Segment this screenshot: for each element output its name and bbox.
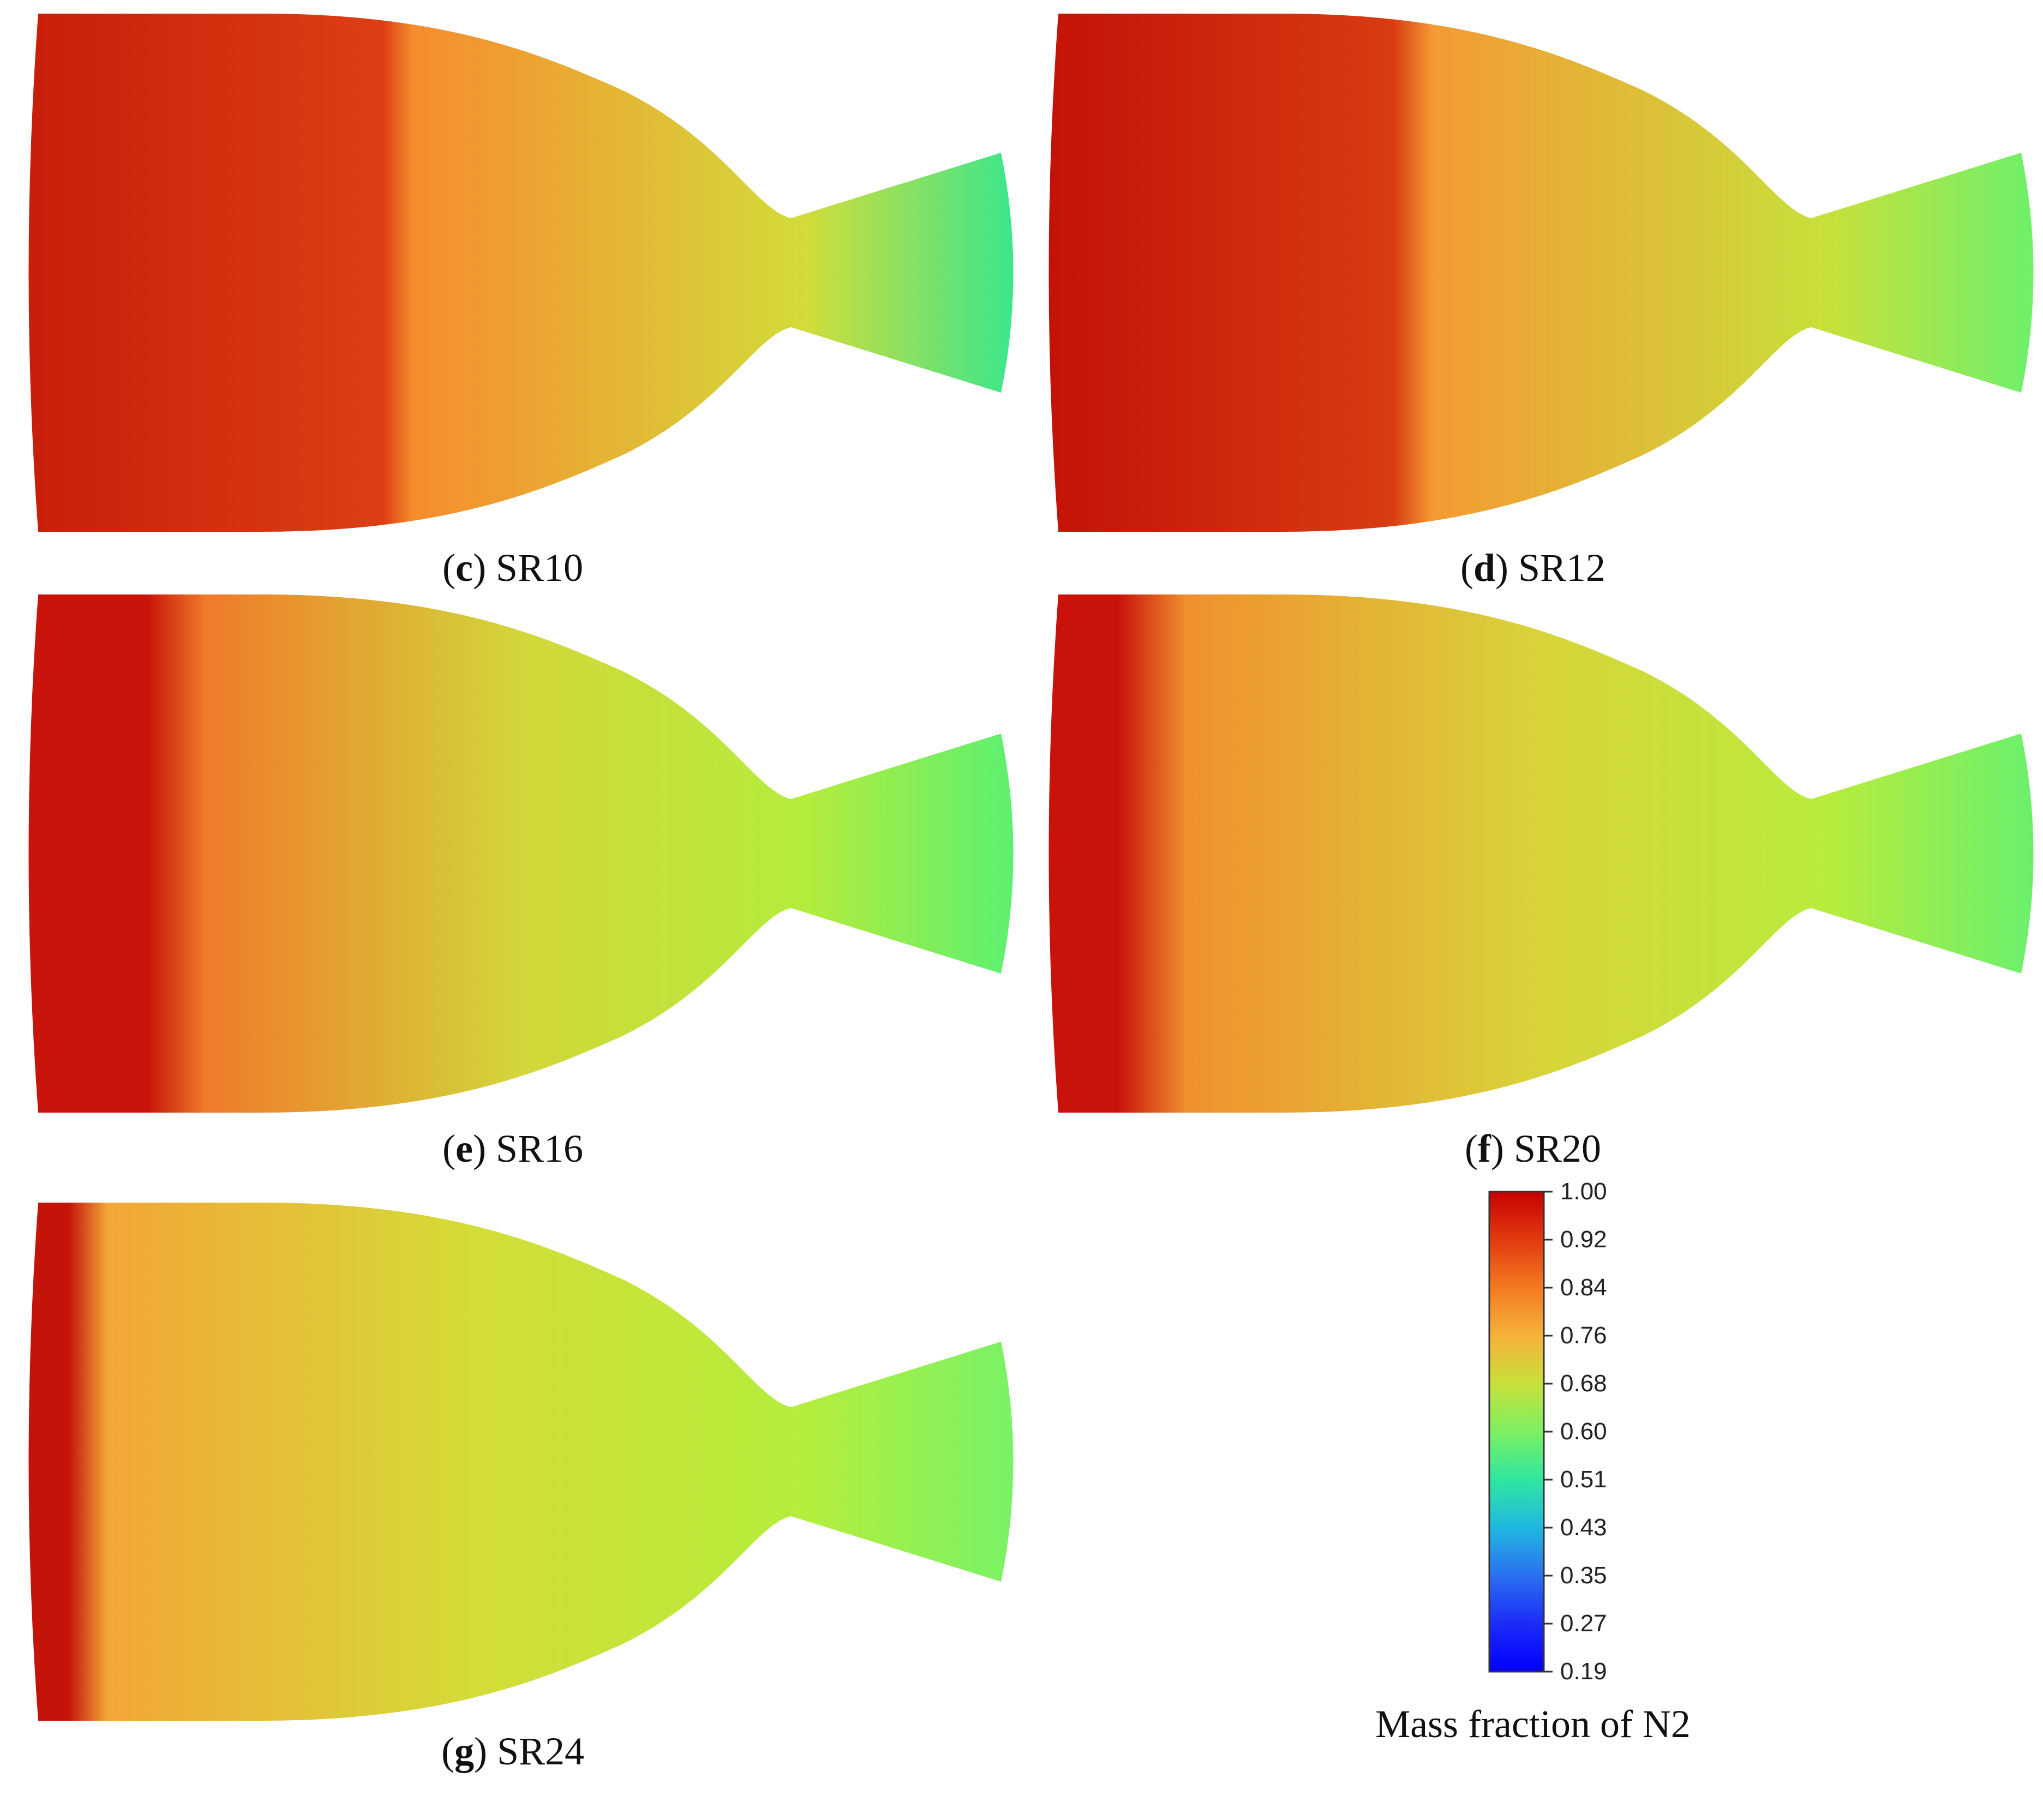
caption-letter-f: f xyxy=(1477,1127,1491,1170)
caption-label-c: SR10 xyxy=(495,546,584,590)
nozzle-panel-c xyxy=(28,14,1014,532)
nozzle-panel-g xyxy=(28,1203,1014,1721)
caption-g: (g) SR24 xyxy=(441,1729,585,1773)
colorbar-tick-label: 0.84 xyxy=(1560,1274,1607,1301)
nozzle-shape-d xyxy=(1049,14,2034,532)
colorbar-tick-label: 0.60 xyxy=(1560,1418,1607,1445)
nozzle-shape-g xyxy=(28,1203,1014,1721)
colorbar-tick-label: 0.76 xyxy=(1560,1322,1607,1349)
caption-label-g: SR24 xyxy=(496,1729,585,1773)
caption-letter-d: d xyxy=(1473,546,1495,590)
caption-letter-g: g xyxy=(454,1729,474,1773)
colorbar-tick-label: 0.43 xyxy=(1560,1514,1607,1541)
caption-f: (f) SR20 xyxy=(1464,1127,1602,1170)
colorbar-title: Mass fraction of N2 xyxy=(1375,1702,1691,1746)
nozzle-panel-f xyxy=(1049,594,2034,1113)
caption-d: (d) SR12 xyxy=(1460,546,1606,590)
colorbar-tick-label: 0.27 xyxy=(1560,1610,1607,1637)
caption-label-f: SR20 xyxy=(1513,1127,1602,1170)
nozzle-panel-e xyxy=(28,594,1014,1113)
nozzle-shape-f xyxy=(1049,594,2034,1113)
colorbar-tick-label: 0.92 xyxy=(1560,1226,1607,1253)
caption-label-d: SR12 xyxy=(1518,546,1606,590)
colorbar-tick-label: 1.00 xyxy=(1560,1178,1607,1205)
caption-letter-e: e xyxy=(455,1127,473,1170)
colorbar-tick-label: 0.35 xyxy=(1560,1562,1607,1589)
nozzle-panel-d xyxy=(1049,14,2034,532)
colorbar-gradient xyxy=(1488,1191,1545,1673)
caption-letter-c: c xyxy=(455,546,473,590)
caption-label-e: SR16 xyxy=(495,1127,584,1170)
colorbar-tick-label: 0.19 xyxy=(1560,1658,1607,1685)
caption-c: (c) SR10 xyxy=(442,546,584,590)
colorbar-tick-label: 0.51 xyxy=(1560,1466,1607,1493)
colorbar xyxy=(1488,1191,1553,1673)
nozzle-shape-c xyxy=(28,14,1014,532)
colorbar-tick-label: 0.68 xyxy=(1560,1370,1607,1397)
nozzle-shape-e xyxy=(28,594,1014,1113)
caption-e: (e) SR16 xyxy=(442,1127,584,1170)
